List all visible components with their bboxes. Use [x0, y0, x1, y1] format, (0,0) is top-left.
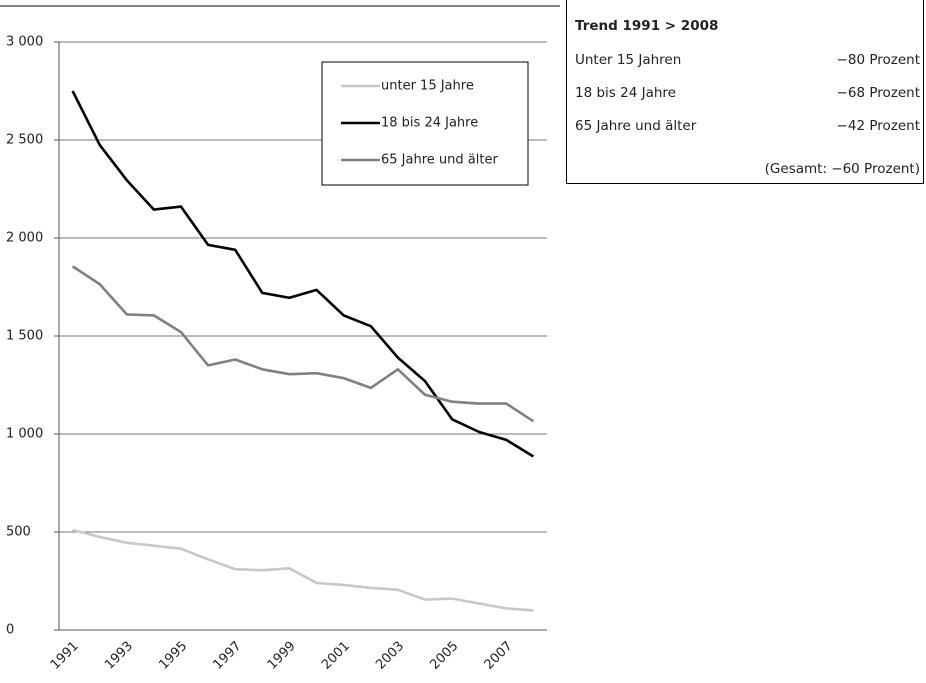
- series-line: [71, 90, 535, 458]
- legend-box: [321, 61, 529, 186]
- x-tick-label: 2005: [427, 639, 461, 673]
- x-tick-label: 1997: [211, 639, 245, 673]
- x-tick-label: 2001: [319, 639, 353, 673]
- y-tick-label: 3 000: [6, 35, 43, 50]
- legend-label: 18 bis 24 Jahre: [381, 116, 478, 131]
- row-label: 18 bis 24 Jahre: [575, 85, 676, 101]
- table-total: (Gesamt: −60 Prozent): [764, 161, 920, 177]
- legend-label: unter 15 Jahre: [381, 79, 474, 94]
- x-tick-label: 1991: [48, 639, 82, 673]
- series-line: [72, 528, 534, 612]
- legend-label: 65 Jahre und älter: [381, 153, 498, 168]
- row-value: −42 Prozent: [836, 118, 920, 134]
- x-tick-label: 1993: [102, 639, 136, 673]
- table-title: Trend 1991 > 2008: [575, 18, 719, 34]
- row-label: 65 Jahre und älter: [575, 118, 697, 134]
- table-row: 18 bis 24 Jahre −68 Prozent: [575, 85, 920, 105]
- y-tick-label: 1 500: [6, 329, 43, 344]
- x-tick-label: 2003: [373, 639, 407, 673]
- table-row: 65 Jahre und älter −42 Prozent: [575, 118, 920, 138]
- x-tick-label: 1999: [265, 639, 299, 673]
- row-value: −80 Prozent: [836, 52, 920, 68]
- y-tick-label: 2 500: [6, 133, 43, 148]
- x-tick-label: 2007: [482, 639, 516, 673]
- row-value: −68 Prozent: [836, 85, 920, 101]
- y-tick-label: 0: [6, 623, 14, 638]
- trend-table: Trend 1991 > 2008 Unter 15 Jahren −80 Pro…: [566, 0, 924, 184]
- chart: 0 500 1 000 1 500 2 000 2 500 3 000 1991 1993 199…: [0, 5, 560, 673]
- table-row: Unter 15 Jahren −80 Prozent: [575, 52, 920, 72]
- row-label: Unter 15 Jahren: [575, 52, 682, 68]
- x-tick-label: 1995: [156, 639, 190, 673]
- y-tick-label: 1 000: [6, 427, 43, 442]
- y-tick-label: 500: [6, 525, 31, 540]
- y-tick-label: 2 000: [6, 231, 43, 246]
- series-line: [71, 265, 535, 423]
